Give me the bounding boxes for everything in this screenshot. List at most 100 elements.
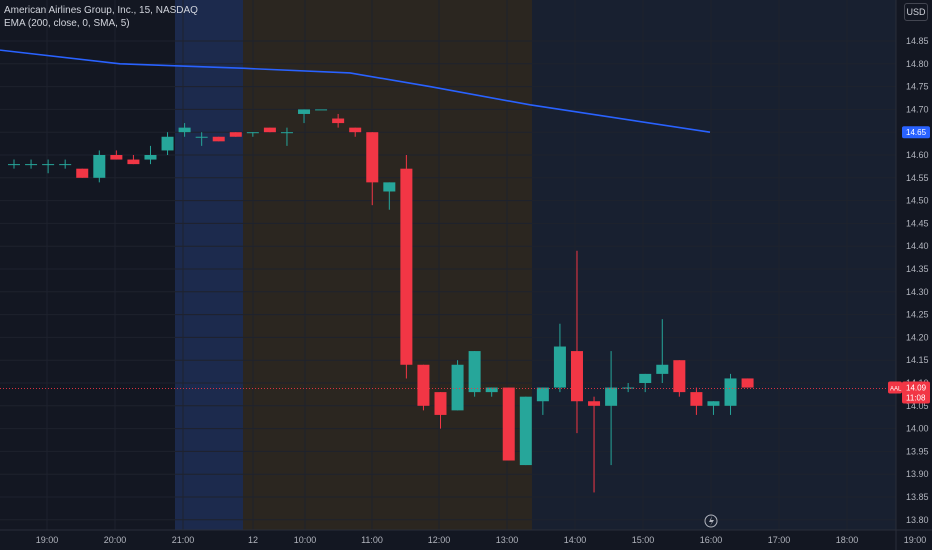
y-tick-label: 13.90 [906,469,929,479]
candle-body [315,109,328,111]
x-tick-label: 19:00 [904,535,927,545]
candle-body [76,168,89,178]
candle-body [127,159,140,165]
candle [229,132,242,137]
candle-body [468,351,481,393]
candle-body [161,136,174,151]
y-tick-label: 13.80 [906,515,929,525]
currency-button[interactable]: USD [904,3,928,21]
candle-body [263,127,276,133]
candle-body [59,164,72,166]
candle-body [690,392,703,406]
x-tick-label: 17:00 [768,535,791,545]
candle [485,387,498,397]
candle-body [417,364,430,406]
candle-body [451,364,464,411]
candle [298,109,311,124]
candle [263,127,276,133]
candle-body [383,182,396,192]
candle [76,168,89,178]
candle-body [42,164,55,166]
x-tick-label: 12:00 [428,535,451,545]
symbol-legend[interactable]: American Airlines Group, Inc., 15, NASDA… [4,5,198,16]
candle-body [724,378,737,406]
y-tick-label: 14.80 [906,59,929,69]
candle [349,127,362,137]
candle [468,351,481,397]
candle-body [195,136,208,138]
candle [434,392,447,429]
candle-body [298,109,311,114]
candle [315,109,328,111]
candle [519,396,532,466]
candle [246,132,259,137]
x-tick-label: 18:00 [836,535,859,545]
candle-body [536,387,549,402]
candle [332,113,345,128]
x-tick-label: 21:00 [172,535,195,545]
x-tick-label: 20:00 [104,535,127,545]
time-axis[interactable]: 19:00 20:00 21:00 12 10:00 11:00 12:00 13:00 14:… [36,535,927,545]
candle [110,150,123,160]
symbol-tag [888,381,902,394]
candle [93,150,106,183]
price-axis[interactable]: 14.85 14.80 14.75 14.70 14.65 14.60 14.55 14.50… [906,36,929,525]
lightning-icon[interactable] [704,514,718,528]
candle [400,155,413,379]
ema-legend[interactable]: EMA (200, close, 0, SMA, 5) [4,18,130,29]
candle [383,182,396,210]
x-tick-label: 16:00 [700,535,723,545]
candle-body [519,396,532,466]
candle [366,132,379,206]
session-premarket-band [175,0,243,530]
candle [605,351,618,466]
y-tick-label: 14.75 [906,82,929,92]
candle-body [178,127,191,133]
candle [212,136,225,142]
symbol-tag-text: AAL [890,387,902,393]
candle [195,132,208,146]
candle-body [400,168,413,365]
x-tick-label: 14:00 [564,535,587,545]
candle-body [366,132,379,183]
candle [690,387,703,415]
last-price-text: 14.09 [906,384,927,393]
y-tick-label: 14.35 [906,264,929,274]
y-tick-label: 14.05 [906,401,929,411]
candle [673,360,686,397]
x-tick-label: 10:00 [294,535,317,545]
x-tick-label: 12 [248,535,258,545]
candle [656,319,669,383]
candle-body [229,132,242,137]
candle [536,387,549,415]
candle-body [741,378,754,388]
x-tick-label: 19:00 [36,535,59,545]
candle-body [605,387,618,406]
y-tick-label: 14.55 [906,173,929,183]
ema-price-tag [902,126,930,139]
candle [25,159,38,169]
countdown-text: 11:08 [906,394,926,403]
candle [42,159,55,174]
ema-price-text: 14.65 [906,128,927,137]
candle-body [502,387,515,461]
candle [724,373,737,415]
y-tick-label: 14.45 [906,218,929,228]
y-tick-label: 14.85 [906,36,929,46]
candle-body [110,155,123,160]
session-postmarket-band [532,0,896,530]
y-tick-label: 14.60 [906,150,929,160]
candle [178,123,191,137]
ema-line [0,49,711,133]
x-tick-label: 15:00 [632,535,655,545]
candle-body [332,118,345,124]
y-tick-label: 14.20 [906,332,929,342]
session-backgrounds [175,0,896,530]
candle [127,155,140,165]
candle [161,132,174,155]
candle [707,401,720,415]
candle-body [280,132,293,134]
candle-body [639,373,652,383]
candle [741,378,754,388]
